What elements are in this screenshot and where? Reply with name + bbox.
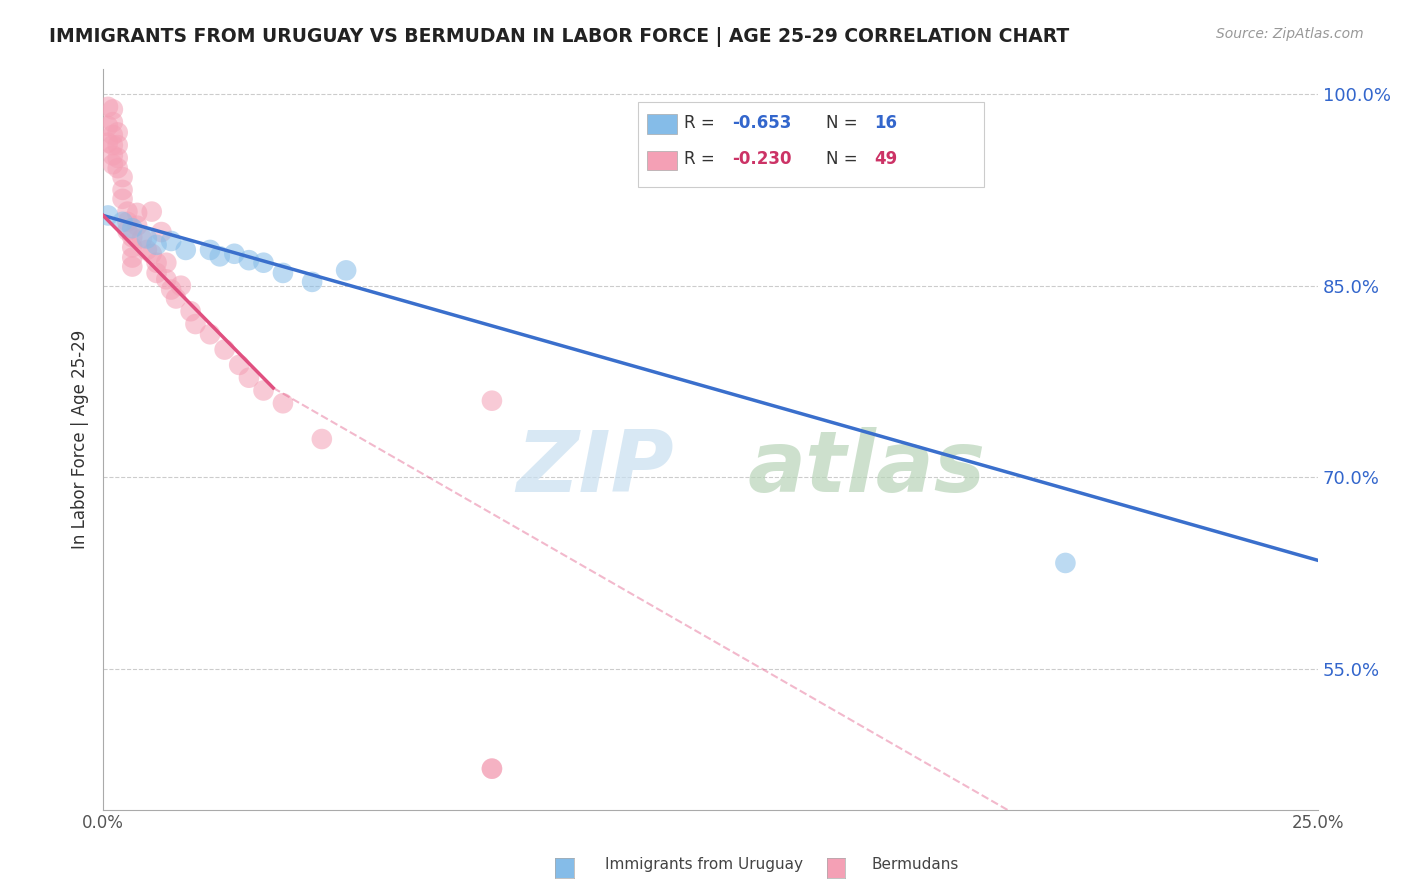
Point (101, 128, 124, 142)
Point (121, 240, 143, 254)
Point (131, 231, 153, 245)
Point (97, 119, 120, 133)
Point (198, 243, 221, 257)
Point (141, 247, 163, 261)
Point (107, 138, 129, 153)
Text: -0.230: -0.230 (733, 150, 792, 168)
Text: 49: 49 (875, 150, 898, 168)
Point (228, 358, 250, 372)
Point (101, 157, 124, 171)
Point (238, 370, 260, 384)
Point (135, 243, 157, 257)
Point (150, 225, 173, 239)
Text: 16: 16 (875, 113, 897, 132)
Point (165, 292, 187, 306)
Point (145, 256, 167, 270)
Point (117, 224, 139, 238)
Point (301, 275, 323, 289)
Bar (647, 114, 676, 134)
Point (101, 103, 124, 117)
Point (311, 432, 333, 446)
Point (141, 204, 163, 219)
Point (180, 304, 202, 318)
Text: ZIP: ZIP (516, 427, 675, 510)
Point (121, 230, 143, 244)
Point (127, 219, 149, 233)
Point (252, 256, 274, 270)
Point (271, 266, 294, 280)
Text: Immigrants from Uruguay: Immigrants from Uruguay (605, 857, 803, 872)
Point (198, 327, 221, 342)
Point (481, 393, 503, 408)
Point (97, 100, 120, 114)
Point (107, 161, 129, 176)
Point (107, 151, 129, 165)
Text: R =: R = (683, 113, 714, 132)
Point (127, 206, 149, 220)
Point (160, 234, 183, 248)
Point (117, 215, 139, 229)
Text: -0.653: -0.653 (733, 113, 792, 132)
Text: N =: N = (827, 113, 858, 132)
Point (155, 272, 177, 286)
Point (111, 170, 134, 185)
Text: Source: ZipAtlas.com: Source: ZipAtlas.com (1216, 27, 1364, 41)
Point (101, 148, 124, 162)
Point (101, 115, 124, 129)
Point (107, 125, 129, 139)
Point (121, 251, 143, 265)
Point (208, 249, 231, 263)
Point (145, 237, 167, 252)
Point (1054, 556, 1077, 570)
Point (117, 204, 139, 219)
Point (121, 260, 143, 274)
Point (145, 266, 167, 280)
Point (135, 231, 157, 245)
Point (252, 384, 274, 398)
Text: N =: N = (827, 150, 858, 168)
Point (111, 192, 134, 206)
Point (101, 138, 124, 153)
Point (481, 762, 503, 776)
Point (224, 247, 246, 261)
Point (214, 343, 236, 357)
Text: R =: R = (683, 150, 714, 168)
Point (160, 283, 183, 297)
Point (238, 253, 260, 268)
Point (155, 256, 177, 270)
Point (481, 762, 503, 776)
Point (111, 215, 134, 229)
Point (184, 317, 207, 331)
Text: IMMIGRANTS FROM URUGUAY VS BERMUDAN IN LABOR FORCE | AGE 25-29 CORRELATION CHART: IMMIGRANTS FROM URUGUAY VS BERMUDAN IN L… (49, 27, 1070, 46)
Point (121, 221, 143, 235)
Text: atlas: atlas (747, 427, 986, 510)
Point (174, 243, 197, 257)
Bar (647, 151, 676, 170)
Y-axis label: In Labor Force | Age 25-29: In Labor Force | Age 25-29 (72, 329, 89, 549)
Point (97, 136, 120, 150)
Point (335, 263, 357, 277)
Point (170, 278, 193, 293)
Point (97, 209, 120, 223)
Point (111, 183, 134, 197)
Point (271, 396, 294, 410)
Text: Bermudans: Bermudans (872, 857, 959, 872)
FancyBboxPatch shape (638, 102, 984, 187)
